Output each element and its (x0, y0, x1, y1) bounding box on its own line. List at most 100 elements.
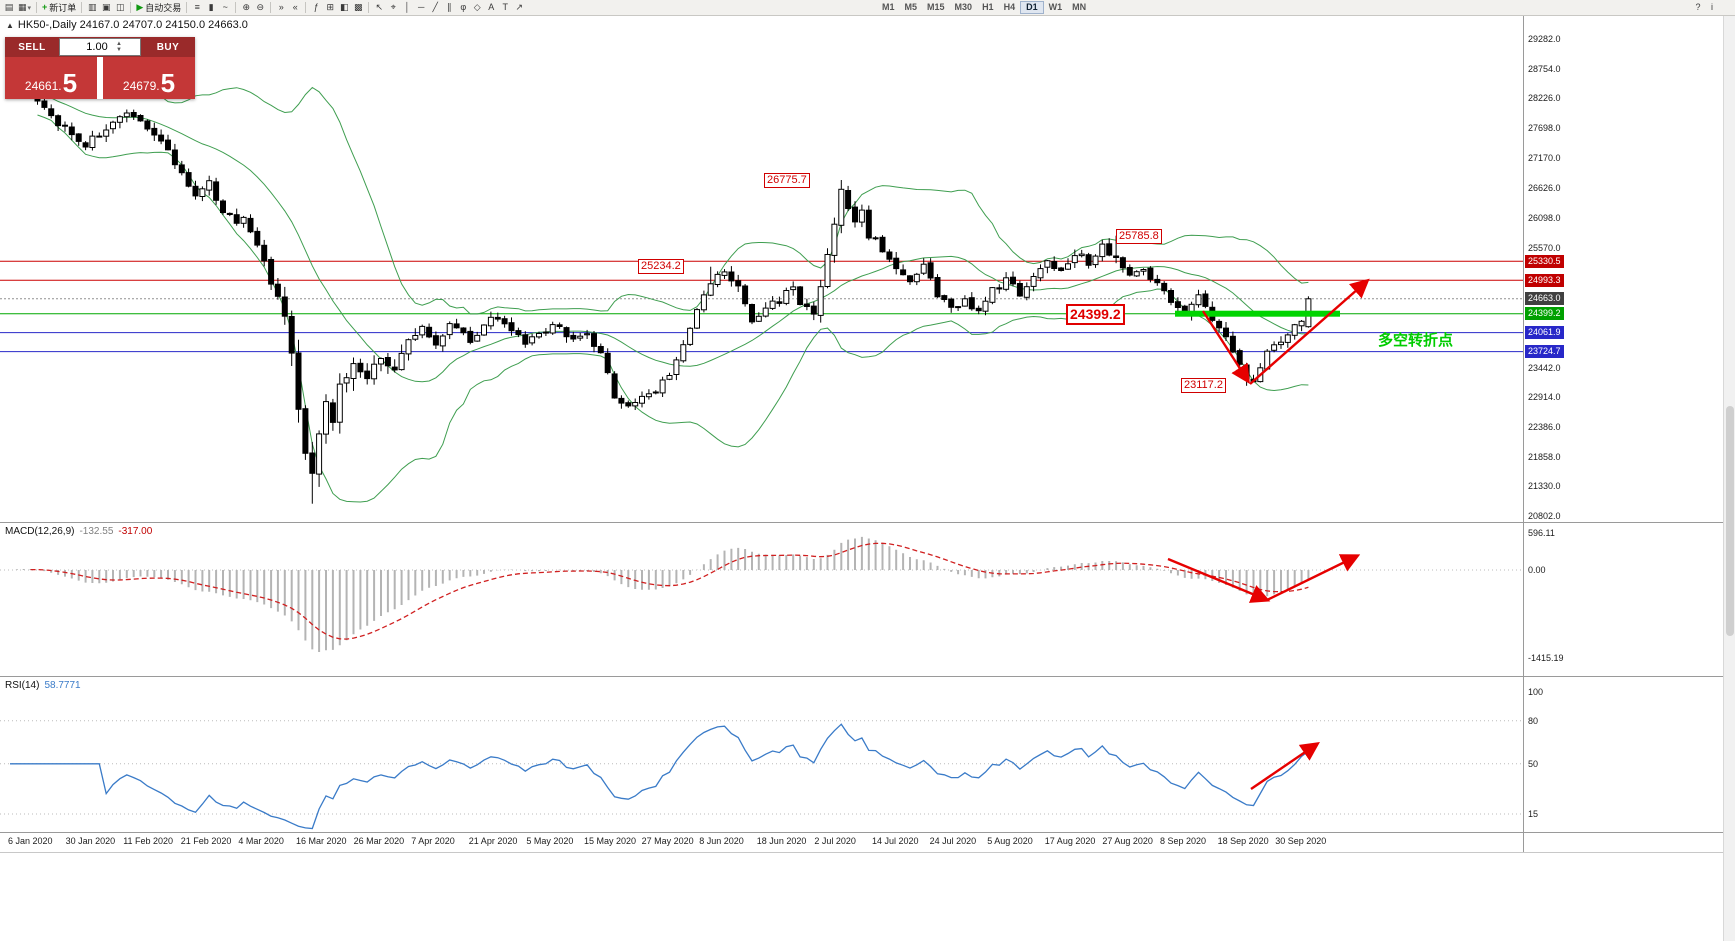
price-axis-badge: 24993.3 (1525, 273, 1564, 287)
sell-price-big: 5 (62, 68, 78, 98)
grid-icon: ⊞ (326, 2, 335, 12)
vertical-line-icon: │ (404, 2, 411, 12)
date-axis-label: 16 Mar 2020 (296, 836, 347, 846)
one-click-collapse-icon[interactable]: ▲ (6, 21, 14, 30)
arrows-tool-icon: ↗ (515, 2, 524, 12)
horizontal-line-button[interactable]: ─ (414, 1, 428, 14)
navigator-button[interactable]: ◫ (113, 1, 127, 14)
trend-arrows[interactable] (1167, 278, 1370, 790)
sell-button[interactable]: 24661. 5 (5, 57, 97, 99)
toolbar-separator (368, 2, 370, 13)
timeframe-h1-button[interactable]: H1 (982, 2, 994, 12)
price-axis-badge: 24663.0 (1525, 292, 1564, 306)
turning-point-annotation[interactable]: 多空转折点 (1378, 332, 1454, 349)
timeframe-w1-button[interactable]: W1 (1048, 2, 1063, 12)
candlestick-series (7, 83, 1312, 504)
colors-button[interactable]: ◧ (337, 1, 351, 14)
arrows-tool-button[interactable]: ↗ (512, 1, 526, 14)
fibonacci-button[interactable]: φ (456, 1, 470, 14)
price-callout[interactable]: 25234.2 (638, 259, 684, 274)
vertical-line-button[interactable]: │ (400, 1, 414, 14)
price-axis-badge: 23724.7 (1525, 345, 1564, 359)
symbol-info: ▲ HK50-,Daily 24167.0 24707.0 24150.0 246… (6, 19, 248, 31)
volume-up-button[interactable]: ▲ (116, 41, 122, 47)
text-label-button[interactable]: T (498, 1, 512, 14)
new-order-icon: + (42, 2, 48, 12)
price-axis-label: 29282.0 (1528, 34, 1561, 44)
colors-icon: ◧ (339, 2, 349, 12)
timeframe-m5-button[interactable]: M5 (904, 2, 918, 12)
volume-input[interactable] (78, 41, 117, 53)
data-window-button[interactable]: ▣ (99, 1, 113, 14)
zoom-in-icon: ⊕ (242, 2, 251, 12)
timeframe-m30-button[interactable]: M30 (954, 2, 973, 12)
date-axis-label: 26 Mar 2020 (353, 836, 405, 846)
new-chart-icon: ▤ (4, 2, 14, 12)
buy-button[interactable]: 24679. 5 (103, 57, 195, 99)
price-callout[interactable]: 25785.8 (1116, 229, 1162, 244)
chart-profiles-button[interactable]: ▦ ▾ (16, 1, 33, 14)
shapes-button[interactable]: ◇ (470, 1, 484, 14)
cursor-button[interactable]: ↖ (372, 1, 386, 14)
candlestick-chart-button[interactable]: ▮ (204, 1, 218, 14)
support-zone-bar[interactable] (1175, 310, 1340, 317)
new-order-label: 新订单 (49, 3, 77, 13)
equidistant-channel-button[interactable]: ∥ (442, 1, 456, 14)
zoom-in-button[interactable]: ⊕ (239, 1, 253, 14)
timeframe-toolbar: M1 M5 M15 M30 H1 H4 D1 W1 MN (877, 1, 1091, 14)
crosshair-button[interactable]: ⌖ (386, 1, 400, 14)
timeframe-m15-button[interactable]: M15 (927, 2, 945, 12)
info-button[interactable]: i (1705, 1, 1719, 14)
templates-button[interactable]: ▩ (351, 1, 365, 14)
macd-name: MACD(12,26,9) (5, 526, 75, 537)
market-watch-button[interactable]: ▥ (85, 1, 99, 14)
date-axis-label: 30 Sep 2020 (1275, 836, 1327, 846)
price-axis-label: 23442.0 (1528, 362, 1561, 373)
date-axis-label: 8 Jun 2020 (699, 836, 744, 846)
price-callout[interactable]: 26775.7 (764, 173, 810, 188)
date-axis[interactable]: 6 Jan 2020 30 Jan 2020 11 Feb 2020 21 Feb 2… (0, 832, 1523, 852)
toolbar-separator (36, 2, 38, 13)
price-axis[interactable]: 29282.0 28754.0 28226.0 27698.0 27170.0 26626… (1523, 16, 1723, 852)
text-button[interactable]: A (484, 1, 498, 14)
price-callout[interactable]: 24399.2 (1066, 304, 1125, 325)
timeframe-d1-button[interactable]: D1 (1020, 1, 1044, 14)
grid-button[interactable]: ⊞ (323, 1, 337, 14)
zoom-out-button[interactable]: ⊖ (253, 1, 267, 14)
rsi-name: RSI(14) (5, 680, 40, 691)
cursor-icon: ↖ (375, 2, 384, 12)
price-callout[interactable]: 23117.2 (1181, 378, 1226, 393)
horizontal-line-icon: ─ (418, 2, 425, 12)
data-window-icon: ▣ (102, 2, 111, 12)
help-button[interactable]: ? (1691, 1, 1705, 14)
bar-chart-button[interactable]: ≡ (190, 1, 204, 14)
dropdown-caret-icon: ▾ (27, 4, 32, 12)
timeframe-mn-button[interactable]: MN (1072, 2, 1087, 12)
rsi-axis-label: 80 (1528, 715, 1539, 726)
timeframe-h4-button[interactable]: H4 (1003, 2, 1016, 12)
trendline-button[interactable]: ╱ (428, 1, 442, 14)
price-axis-label: 26098.0 (1528, 213, 1561, 224)
timeframe-m1-button[interactable]: M1 (882, 2, 895, 12)
auto-scroll-icon: » (278, 2, 284, 12)
vertical-scrollbar[interactable] (1723, 16, 1735, 941)
new-chart-button[interactable]: ▤ (2, 1, 16, 14)
price-axis-label: 28226.0 (1528, 93, 1561, 104)
toolbar-separator (235, 2, 237, 13)
indicators-button[interactable]: ƒ (309, 1, 323, 14)
zoom-out-icon: ⊖ (256, 2, 265, 12)
date-axis-label: 21 Feb 2020 (180, 836, 232, 846)
line-chart-button[interactable]: ~ (218, 1, 232, 14)
rsi-reversal-arrow (1250, 741, 1320, 790)
chart-shift-icon: « (292, 2, 298, 12)
macd-histogram (15, 536, 1310, 652)
auto-scroll-button[interactable]: » (274, 1, 288, 14)
chart-shift-button[interactable]: « (288, 1, 302, 14)
new-order-button[interactable]: + 新订单 (40, 1, 78, 14)
sell-price-small: 24661. (24, 79, 62, 93)
date-axis-label: 18 Jun 2020 (756, 836, 807, 846)
volume-down-button[interactable]: ▼ (116, 47, 122, 53)
scrollbar-thumb[interactable] (1726, 406, 1734, 636)
auto-trading-button[interactable]: ▶ 自动交易 (134, 1, 183, 14)
